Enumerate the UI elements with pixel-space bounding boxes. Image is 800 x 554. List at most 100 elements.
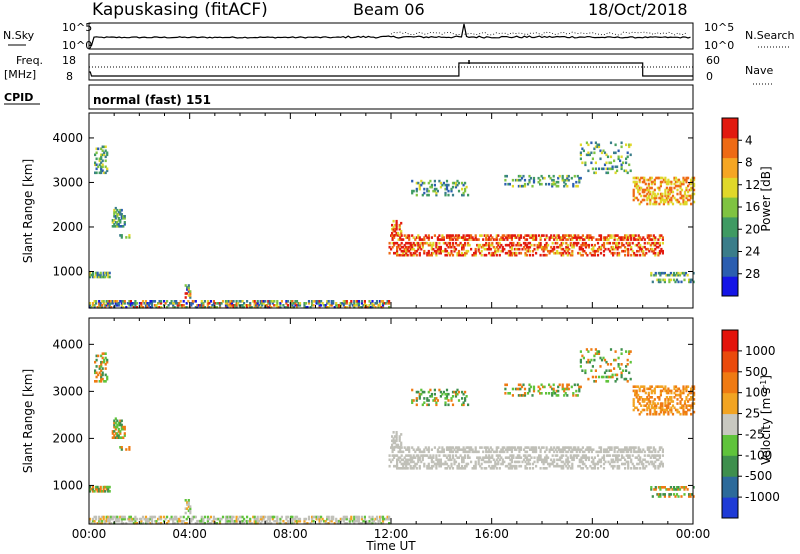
power-cell xyxy=(450,187,453,191)
velocity-cell xyxy=(594,380,597,383)
power-cell xyxy=(657,271,660,275)
power-cell xyxy=(461,181,464,185)
velocity-cell xyxy=(226,519,229,523)
power-cell xyxy=(206,302,209,305)
velocity-cell xyxy=(224,522,228,525)
velocity-cell xyxy=(409,456,412,459)
noise-tick-high-right: 10^5 xyxy=(704,21,734,34)
velocity-cell xyxy=(545,392,548,395)
power-cell xyxy=(574,241,577,245)
power-cell xyxy=(283,306,286,309)
power-cell xyxy=(169,302,172,305)
velocity-cell xyxy=(616,446,619,449)
velocity-cell xyxy=(132,522,135,525)
velocity-cell xyxy=(643,454,646,457)
power-cell xyxy=(113,215,116,218)
velocity-cell xyxy=(113,421,116,425)
velocity-cell xyxy=(527,458,530,462)
power-cell xyxy=(217,302,220,305)
power-cell xyxy=(544,238,547,241)
power-cell xyxy=(654,236,657,239)
power-cell xyxy=(646,188,649,192)
velocity-cell xyxy=(461,467,464,470)
velocity-cell xyxy=(561,387,564,391)
power-cell xyxy=(587,236,590,239)
velocity-cell xyxy=(427,403,430,407)
power-cell xyxy=(602,236,606,239)
power-cell xyxy=(650,196,653,200)
velocity-cell xyxy=(670,396,673,399)
power-cell xyxy=(486,243,489,247)
power-cell xyxy=(155,306,158,309)
power-cell xyxy=(354,300,357,303)
power-cell xyxy=(637,234,640,237)
power-cell xyxy=(632,192,635,196)
velocity-cell xyxy=(620,348,623,351)
power-cell xyxy=(435,187,438,191)
velocity-cell xyxy=(646,396,649,399)
power-cell xyxy=(357,300,360,303)
power-cell xyxy=(353,300,356,303)
velocity-cell xyxy=(652,406,655,410)
velocity-cell xyxy=(454,450,458,454)
power-cell xyxy=(491,253,494,257)
velocity-cell xyxy=(613,450,616,454)
power-cell xyxy=(622,236,625,239)
power-cell xyxy=(435,243,438,247)
velocity-cell xyxy=(612,458,615,462)
power-cell xyxy=(96,275,99,279)
velocity-cell xyxy=(256,515,259,519)
power-cell xyxy=(677,200,681,204)
velocity-cell xyxy=(429,454,432,457)
velocity-cell xyxy=(175,517,178,521)
power-cell xyxy=(438,179,441,183)
power-cell xyxy=(542,249,545,253)
velocity-cell xyxy=(214,517,217,521)
power-cell xyxy=(649,202,652,206)
velocity-cell xyxy=(664,404,667,407)
power-cell xyxy=(627,238,630,241)
power-cell xyxy=(667,182,670,186)
power-cell xyxy=(464,181,467,185)
power-cell xyxy=(187,290,190,293)
time-tick-label: 00:00 xyxy=(676,527,711,541)
power-cell xyxy=(622,249,625,253)
velocity-cell xyxy=(486,450,489,454)
velocity-cell xyxy=(104,356,107,360)
velocity-cell xyxy=(527,462,530,466)
power-cell xyxy=(202,302,205,305)
power-cell xyxy=(664,200,667,204)
velocity-cell xyxy=(608,454,612,457)
power-cell xyxy=(306,306,309,309)
power-cell xyxy=(113,210,116,214)
power-cell xyxy=(669,278,672,282)
velocity-cell xyxy=(464,454,467,457)
velocity-cell xyxy=(648,448,651,451)
velocity-cell xyxy=(498,450,501,454)
power-cell xyxy=(528,174,531,178)
power-cell xyxy=(477,245,480,249)
velocity-cell xyxy=(170,515,173,519)
velocity-cell xyxy=(441,462,444,466)
velocity-cell xyxy=(689,495,692,498)
velocity-cell xyxy=(397,467,400,470)
velocity-cell xyxy=(618,448,621,451)
velocity-cell xyxy=(619,450,622,454)
power-cell xyxy=(405,253,408,257)
power-cell xyxy=(368,304,371,307)
velocity-cell xyxy=(226,515,229,519)
velocity-cell xyxy=(674,385,678,388)
velocity-cell xyxy=(550,448,553,451)
velocity-cell xyxy=(420,460,423,464)
velocity-cell xyxy=(108,490,111,493)
power-cell xyxy=(132,302,135,305)
velocity-cell xyxy=(106,375,109,379)
power-cell xyxy=(636,249,639,253)
velocity-cell xyxy=(471,467,474,470)
velocity-cell xyxy=(501,462,504,466)
power-cell xyxy=(190,304,193,307)
velocity-cell xyxy=(562,467,565,470)
power-cell xyxy=(667,188,670,192)
velocity-cell xyxy=(111,432,114,435)
